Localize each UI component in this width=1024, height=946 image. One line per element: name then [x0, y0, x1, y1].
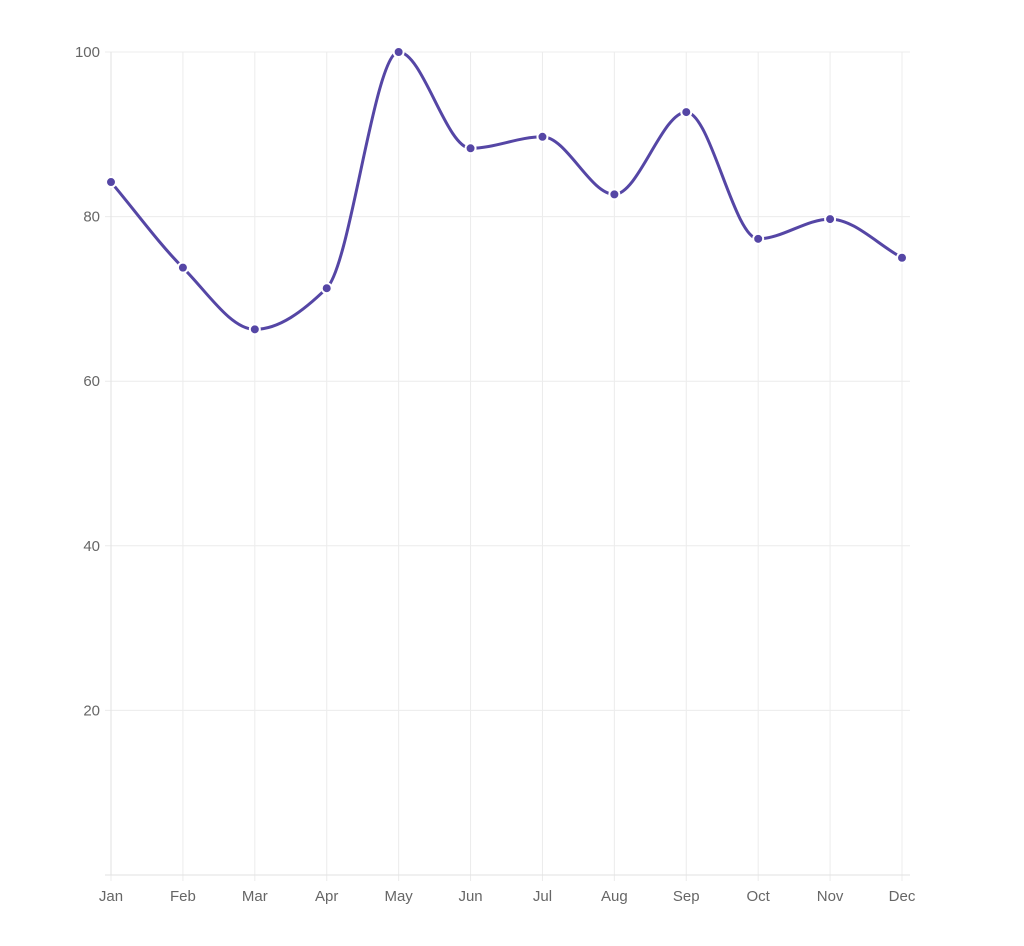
y-tick-label: 100: [75, 44, 100, 61]
data-point-mar[interactable]: [248, 323, 261, 336]
point-layer: [105, 46, 908, 336]
data-point-may[interactable]: [392, 46, 405, 58]
data-point-dec[interactable]: [896, 251, 908, 264]
data-point-apr[interactable]: [320, 282, 333, 295]
x-tick-label: Sep: [673, 888, 700, 905]
data-point-feb[interactable]: [176, 261, 189, 274]
y-tick-label: 20: [83, 702, 100, 719]
series-layer: [109, 50, 903, 331]
x-tick-label: Oct: [747, 888, 771, 905]
data-point-jan[interactable]: [105, 176, 117, 189]
grid-layer: [105, 51, 910, 881]
x-tick-label: May: [384, 888, 413, 905]
x-tick-label: Jan: [99, 888, 123, 905]
data-point-jun[interactable]: [464, 142, 477, 155]
data-point-sep[interactable]: [680, 106, 693, 119]
x-tick-label: Jun: [458, 888, 482, 905]
x-tick-label: Aug: [601, 888, 628, 905]
x-tick-label: Dec: [889, 888, 916, 905]
x-tick-label: Mar: [242, 888, 268, 905]
y-tick-label: 40: [83, 538, 100, 555]
data-point-oct[interactable]: [752, 232, 765, 245]
series-line: [109, 50, 903, 331]
data-point-aug[interactable]: [608, 188, 621, 201]
axis-layer: 20 40 60 80 100 Jan Feb Mar Apr May Jun Jul Aug Sep Oc…: [75, 44, 916, 905]
data-point-jul[interactable]: [536, 130, 549, 143]
x-tick-label: Jul: [533, 888, 552, 905]
x-tick-label: Nov: [817, 888, 844, 905]
x-tick-label: Apr: [315, 888, 338, 905]
data-point-nov[interactable]: [824, 213, 837, 226]
y-tick-label: 60: [83, 373, 100, 390]
x-tick-label: Feb: [170, 888, 196, 905]
y-tick-label: 80: [83, 209, 100, 226]
